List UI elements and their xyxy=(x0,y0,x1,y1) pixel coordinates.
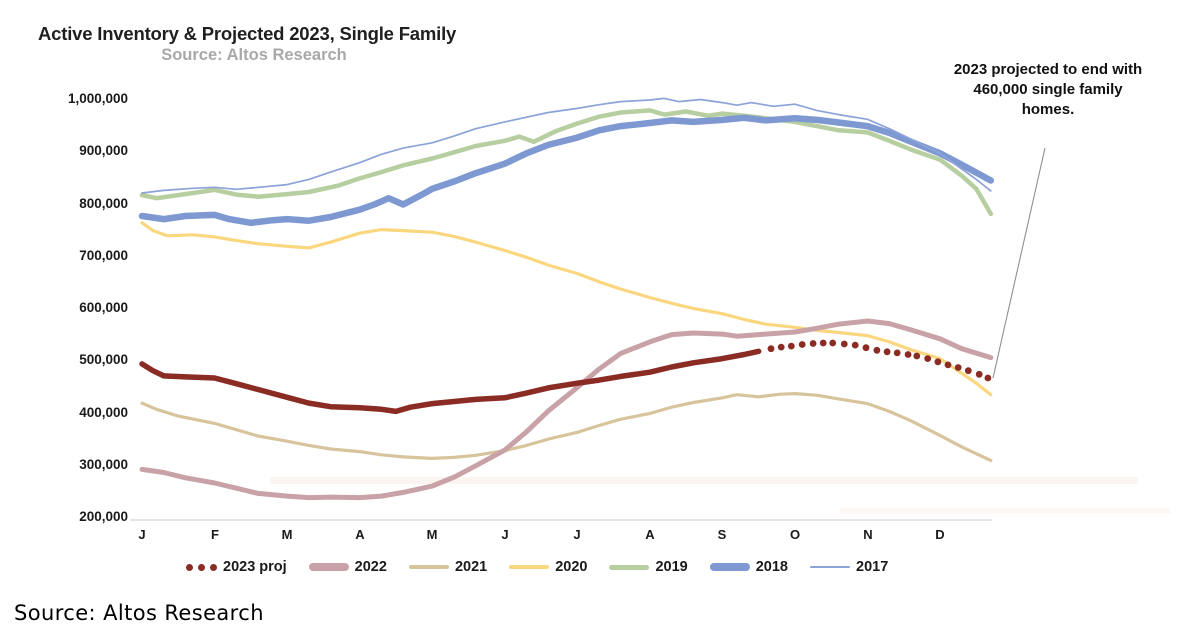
y-tick-label: 400,000 xyxy=(79,405,128,420)
y-tick-label: 300,000 xyxy=(79,457,128,472)
highlight-stripe xyxy=(270,477,1138,484)
legend-item-2017: 2017 xyxy=(810,559,888,575)
x-tick-label: F xyxy=(211,527,219,542)
series-line-2023-actual xyxy=(139,348,762,415)
legend-label: 2021 xyxy=(454,559,488,575)
legend-marker xyxy=(308,563,349,571)
x-tick-label: A xyxy=(355,527,365,542)
legend-marker xyxy=(509,565,550,569)
legend-marker xyxy=(709,563,750,571)
series-layer xyxy=(138,97,995,501)
legend-label: 2017 xyxy=(856,559,889,575)
projection-annotation: 2023 projected to end with 460,000 singl… xyxy=(953,61,1143,118)
legend-label: 2023 proj xyxy=(223,559,287,575)
legend-label: 2020 xyxy=(555,559,588,575)
legend-label: 2019 xyxy=(655,559,688,575)
chart-title: Active Inventory & Projected 2023, Singl… xyxy=(38,23,457,44)
legend-marker xyxy=(810,566,850,568)
footer-source: Source: Altos Research xyxy=(14,601,264,625)
series-dots-2023-proj xyxy=(767,339,992,382)
legend-item-2018: 2018 xyxy=(709,559,788,575)
x-tick-label: J xyxy=(573,527,581,542)
legend-label: 2018 xyxy=(755,559,788,575)
x-tick-label: M xyxy=(426,527,438,542)
series-line-2020 xyxy=(140,221,993,397)
x-tick-label: J xyxy=(138,527,146,542)
y-tick-label: 1,000,000 xyxy=(67,91,128,106)
y-tick-label: 700,000 xyxy=(79,248,128,263)
highlight-stripe xyxy=(840,508,1170,514)
legend-item-2019: 2019 xyxy=(609,559,688,575)
legend-marker xyxy=(186,563,217,571)
chart-subtitle: Source: Altos Research xyxy=(161,46,347,64)
y-tick-label: 500,000 xyxy=(79,352,128,367)
series-line-2022 xyxy=(139,318,994,501)
x-tick-label: O xyxy=(789,527,801,542)
x-tick-label: J xyxy=(501,527,509,542)
x-tick-label: D xyxy=(935,527,945,542)
legend-marker xyxy=(408,565,449,569)
annotation-pointer-line xyxy=(992,147,1046,379)
x-tick-label: S xyxy=(717,527,727,542)
y-tick-label: 900,000 xyxy=(79,143,128,158)
series-line-2019 xyxy=(139,108,994,217)
y-tick-label: 600,000 xyxy=(79,300,128,315)
series-line-2018 xyxy=(138,114,995,227)
series-line-2021 xyxy=(140,392,993,463)
series-line-2017 xyxy=(141,97,992,194)
legend-item-2020: 2020 xyxy=(509,559,587,575)
legend-item-2023-proj: 2023 proj xyxy=(186,559,287,575)
y-tick-label: 200,000 xyxy=(79,509,128,524)
legend-marker xyxy=(609,564,650,570)
legend: 2023 proj 2022 2021 2020 2019 2018 2017 xyxy=(186,556,888,578)
legend-item-2021: 2021 xyxy=(408,559,488,575)
legend-item-2022: 2022 xyxy=(308,559,387,575)
x-tick-label: A xyxy=(645,527,655,542)
x-tick-label: M xyxy=(281,527,293,542)
legend-label: 2022 xyxy=(354,559,387,575)
y-tick-label: 800,000 xyxy=(79,196,128,211)
x-tick-label: N xyxy=(863,527,873,542)
